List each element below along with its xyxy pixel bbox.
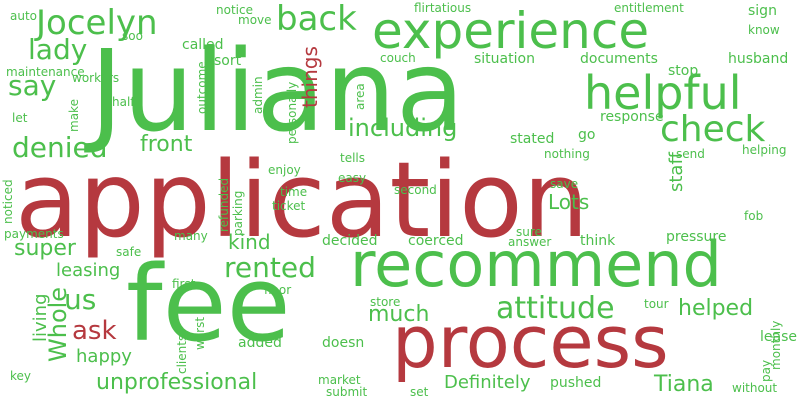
word-kind: kind <box>228 230 271 254</box>
word-auto: auto <box>10 9 38 23</box>
word-lady: lady <box>28 33 88 66</box>
word-fob: fob <box>744 209 764 223</box>
word-application: application <box>15 139 589 261</box>
word-think: think <box>580 233 616 249</box>
word-us: us <box>64 283 97 316</box>
word-worst: worst <box>193 316 207 350</box>
word-send: send <box>676 147 705 161</box>
word-time: time <box>280 185 308 199</box>
word-know: know <box>748 23 780 37</box>
word-outcome: outcome <box>195 61 209 114</box>
word-answer: answer <box>508 235 552 249</box>
word-area: area <box>353 83 367 110</box>
word-without: without <box>732 381 778 395</box>
word-check: check <box>660 109 766 150</box>
word-let: let <box>12 111 28 125</box>
word-sort: sort <box>214 53 242 69</box>
word-jocelyn: Jocelyn <box>36 3 158 43</box>
word-store: store <box>370 295 401 309</box>
word-juliana: Juliana <box>90 27 465 157</box>
word-entitlement: entitlement <box>614 1 684 15</box>
word-decided: decided <box>322 233 378 249</box>
word-many: many <box>174 229 208 243</box>
word-super: super <box>14 236 76 261</box>
word-helping: helping <box>742 143 787 157</box>
word-response: response <box>600 109 664 125</box>
word-ask: ask <box>72 316 117 346</box>
word-market: market <box>318 373 361 387</box>
word-key: key <box>10 369 32 383</box>
word-set: set <box>410 385 429 399</box>
word-floor: floor <box>264 283 292 297</box>
word-front: front <box>140 132 193 157</box>
word-situation: situation <box>474 51 535 67</box>
word-denied: denied <box>12 131 108 164</box>
word-sure: sure <box>516 225 542 239</box>
word-tells: tells <box>340 151 366 165</box>
word-coerced: coerced <box>408 233 464 249</box>
word-happy: happy <box>76 346 132 367</box>
word-pushed: pushed <box>550 375 602 391</box>
word-husband: husband <box>728 51 789 67</box>
word-make: make <box>67 99 81 132</box>
word-stated: stated <box>510 131 555 147</box>
word-safe: safe <box>116 245 142 259</box>
word-helped: helped <box>678 296 754 321</box>
word-fee: fee <box>126 243 291 365</box>
word-much: much <box>368 302 430 327</box>
word-move: move <box>238 13 272 27</box>
word-including: including <box>348 114 458 142</box>
word-helpful: helpful <box>584 66 742 120</box>
word-half: half <box>112 95 135 109</box>
word-notice: notice <box>216 3 253 17</box>
word-parking: parking <box>231 190 245 236</box>
word-workers: workers <box>72 71 120 85</box>
word-tiana: Tiana <box>654 372 714 397</box>
word-couch: couch <box>380 51 416 65</box>
word-monthly: monthly <box>769 320 783 370</box>
word-process: process <box>392 300 669 384</box>
word-definitely: Definitely <box>444 372 531 393</box>
word-sign: sign <box>748 3 777 19</box>
word-go: go <box>578 127 596 143</box>
word-experience: experience <box>372 2 650 60</box>
word-called: called <box>182 37 224 53</box>
word-save: save <box>550 177 579 191</box>
word-stop: stop <box>668 63 699 79</box>
word-documents: documents <box>580 51 658 67</box>
word-leasing: leasing <box>56 260 121 281</box>
word-submit: submit <box>326 385 368 399</box>
word-nothing: nothing <box>544 147 590 161</box>
word-refunded: refunded <box>217 177 231 232</box>
word-attitude: attitude <box>496 291 615 326</box>
word-easy: easy <box>338 171 367 185</box>
word-added: added <box>238 335 282 351</box>
word-doesn: doesn <box>322 335 365 351</box>
word-recommend: recommend <box>350 228 722 301</box>
word-maintenance: maintenance <box>6 65 85 79</box>
word-things: things <box>298 46 322 108</box>
word-noticed: noticed <box>1 179 15 224</box>
word-living: living <box>30 293 51 343</box>
word-personally: personally <box>285 81 299 144</box>
word-admin: admin <box>251 76 265 114</box>
word-pressure: pressure <box>666 229 727 245</box>
word-flirtatious: flirtatious <box>414 1 472 15</box>
word-payments: payments <box>4 227 64 241</box>
word-first: first <box>172 277 196 291</box>
word-back: back <box>276 0 357 39</box>
word-ticket: ticket <box>272 199 306 213</box>
word-lease: lease <box>760 329 797 345</box>
word-second: second <box>394 183 437 197</box>
word-tour: tour <box>644 297 669 311</box>
word-clients: clients <box>175 334 189 374</box>
word-enjoy: enjoy <box>268 163 301 177</box>
word-soo: soo <box>122 29 143 43</box>
word-say: say <box>8 69 57 102</box>
word-rented: rented <box>224 251 316 284</box>
word-unprofessional: unprofessional <box>96 370 258 395</box>
word-lots: Lots <box>548 190 590 214</box>
